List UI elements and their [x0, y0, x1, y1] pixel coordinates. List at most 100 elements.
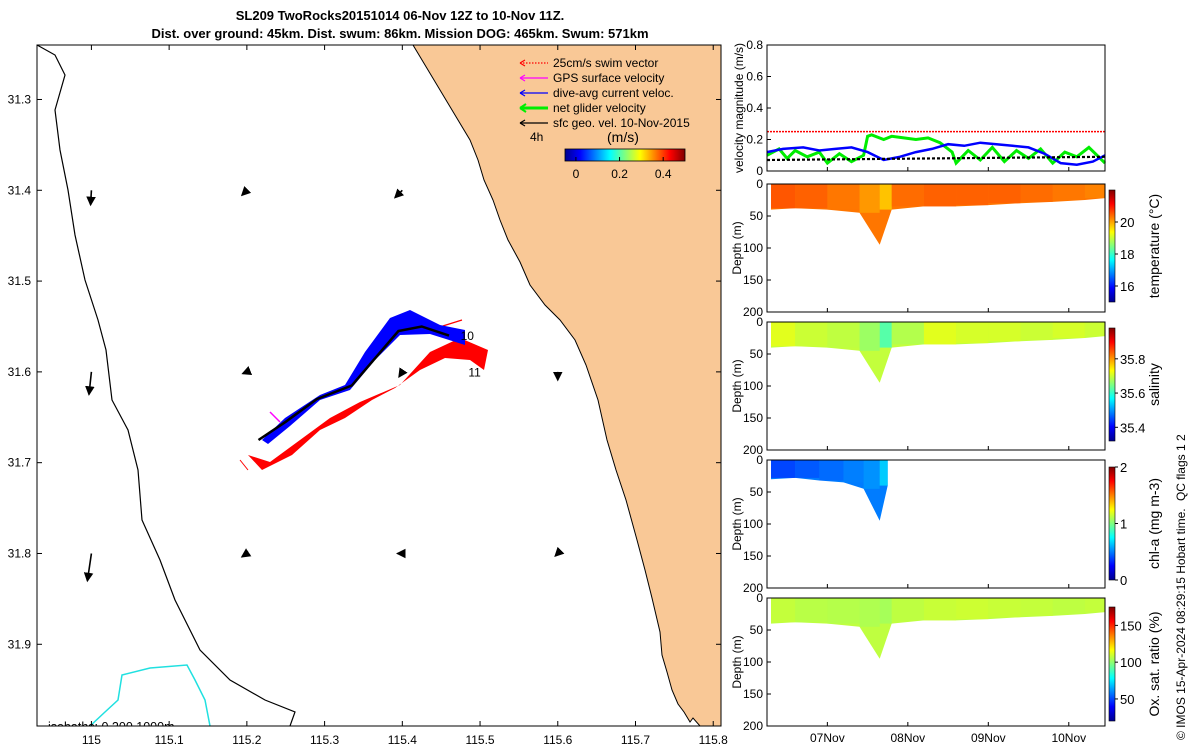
section-column	[771, 460, 796, 478]
section-column	[879, 598, 892, 624]
isobath-0m	[37, 45, 296, 726]
section-column	[956, 322, 989, 344]
depth-tick-label: 150	[743, 549, 763, 563]
geo-vector-arrow	[240, 186, 252, 197]
lat-tick-label: 31.4	[8, 183, 32, 197]
depth-tick-label: 0	[756, 177, 763, 191]
section-column	[1020, 184, 1053, 202]
depth-tick-label: 50	[750, 485, 764, 499]
section-column	[956, 184, 989, 206]
legend-entry-swim: 25cm/s swim vector	[553, 56, 658, 70]
map-latitude-ticks: 31.3 31.4 31.5 31.6 31.7 31.8 31.9	[8, 92, 721, 651]
lon-tick-label: 115.1	[155, 733, 184, 747]
map-legend: 25cm/s swim vector GPS surface velocity …	[519, 56, 690, 181]
figure-title-line-1: SL209 TwoRocks20151014 06-Nov 12Z to 10-…	[235, 8, 565, 23]
section-colorbar	[1108, 327, 1116, 442]
lat-tick-label: 31.3	[8, 92, 32, 106]
section-column	[827, 322, 860, 348]
geo-vector-arrow	[85, 371, 95, 396]
colorbar-tick-label: 100	[1120, 655, 1142, 670]
section-column	[827, 598, 860, 624]
depth-axis-label: Depth (m)	[730, 497, 744, 550]
colorbar-tick-label: 35.4	[1120, 420, 1145, 435]
vel-tick-label: 0.2	[746, 133, 763, 147]
temperature-section-panel: 0 50 100 150 200 Depth (m) 16 18 20 temperature (…	[730, 177, 1162, 319]
section-column	[819, 460, 844, 481]
gps-surface-velocity-arrow	[269, 411, 281, 423]
lon-tick-label: 115.6	[543, 733, 572, 747]
section-column	[988, 184, 1021, 204]
glider-track	[257, 325, 450, 442]
date-axis-ticks: 07Nov 08Nov 09Nov 10Nov	[810, 167, 1086, 745]
colorbar-tick-label: 16	[1120, 279, 1134, 294]
colorbar-tick-label: 0.4	[655, 167, 672, 181]
geo-vector-arrow	[83, 553, 94, 583]
geo-vector-arrow	[241, 366, 253, 375]
map-colorbar	[564, 148, 686, 162]
depth-axis-label: Depth (m)	[730, 221, 744, 274]
depth-tick-label: 150	[743, 687, 763, 701]
colorbar-tick-label: 20	[1120, 215, 1134, 230]
depth-tick-label: 50	[750, 623, 764, 637]
section-colorbar	[1108, 189, 1116, 303]
depth-tick-label: 200	[743, 719, 763, 733]
track-day-label-11: 11	[468, 365, 481, 379]
depth-axis-label: Depth (m)	[730, 359, 744, 412]
legend-entry-current: dive-avg current veloc.	[553, 86, 674, 100]
geo-vector-arrow	[398, 367, 408, 379]
colorbar-tick-label: 18	[1120, 247, 1134, 262]
section-column	[859, 184, 880, 213]
section-column	[879, 184, 892, 210]
vel-tick-label: 0.4	[746, 101, 763, 115]
section-column	[923, 322, 957, 345]
credit-line-2: QC flags 1 2	[1174, 434, 1188, 501]
lat-tick-label: 31.7	[8, 456, 32, 470]
colorbar-label: Ox. sat. ratio (%)	[1146, 611, 1162, 716]
colorbar-tick-label: 35.6	[1120, 386, 1145, 401]
section-column	[859, 322, 880, 351]
section-column	[771, 322, 796, 347]
section-column	[1052, 598, 1085, 614]
depth-tick-label: 100	[743, 379, 763, 393]
velocity-y-ticks: 0 0.2 0.4 0.6 0.8	[746, 38, 771, 178]
colorbar-tick-label: 0	[1120, 573, 1127, 588]
velocity-series-dive-avg-current-veloc-	[766, 141, 1106, 166]
section-column	[879, 322, 892, 348]
depth-tick-label: 100	[743, 241, 763, 255]
lon-tick-label: 115.5	[465, 733, 494, 747]
lon-tick-label: 115	[82, 733, 101, 747]
section-column	[1052, 184, 1085, 200]
section-column	[843, 460, 864, 483]
section-column	[891, 184, 924, 207]
date-tick-label: 08Nov	[890, 731, 925, 745]
legend-entry-geo: sfc geo. vel. 10-Nov-2015	[553, 116, 690, 130]
colorbar-label: salinity	[1146, 363, 1162, 406]
depth-tick-label: 0	[756, 453, 763, 467]
depth-tick-label: 100	[743, 655, 763, 669]
colorbar-label: temperature (°C)	[1146, 194, 1162, 298]
isobaths-label: isobaths: 0 200 1000m	[48, 720, 174, 734]
date-tick-label: 09Nov	[971, 731, 1006, 745]
vel-tick-label: 0.8	[746, 38, 763, 52]
colorbar-units: (m/s)	[607, 129, 639, 145]
depth-tick-label: 200	[743, 581, 763, 595]
credit-line-1: © IMOS 15-Apr-2024 08:29:15 Hobart time.	[1174, 508, 1188, 740]
colorbar-tick-label: 2	[1120, 460, 1127, 475]
section-column	[1084, 322, 1105, 337]
date-tick-label: 07Nov	[810, 731, 845, 745]
depth-tick-label: 50	[750, 347, 764, 361]
section-column	[795, 184, 828, 209]
depth-tick-label: 150	[743, 411, 763, 425]
section-column	[988, 322, 1021, 342]
isobath-200m	[89, 664, 211, 726]
lon-tick-label: 115.4	[388, 733, 417, 747]
lon-tick-label: 115.3	[310, 733, 339, 747]
colorbar-label: chl-a (mg m-3)	[1146, 478, 1162, 569]
lon-tick-label: 115.7	[621, 733, 650, 747]
lat-tick-label: 31.5	[8, 274, 32, 288]
lon-tick-label: 115.8	[699, 733, 728, 747]
map-longitude-ticks: 115 115.1 115.2 115.3 115.4 115.5 115.6 115.7 11…	[82, 45, 728, 747]
colorbar-tick-label: 0	[573, 167, 580, 181]
section-background	[767, 460, 1105, 588]
